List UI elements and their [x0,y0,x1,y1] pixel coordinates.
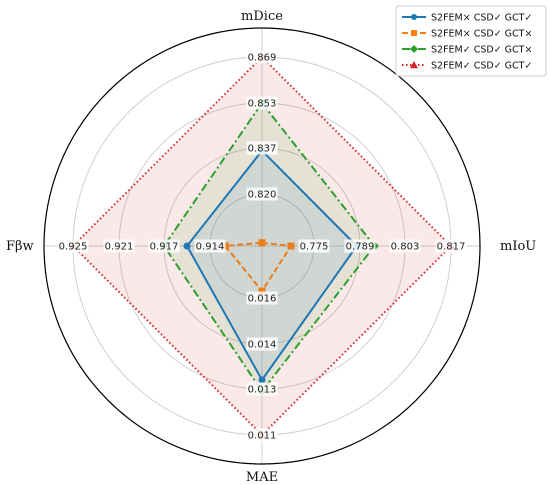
tick-label-mIoU-2: 0.789 [346,242,375,253]
tick-label-Fbw-3: 0.921 [105,242,134,253]
tick-label-bg [435,239,467,253]
tick-label-mDice-1: 0.820 [248,190,277,201]
axis-label-mIoU: mIoU [500,239,536,254]
outer-frame [43,27,481,465]
data-point-s1-Fbw [183,242,191,250]
tick-label-bg [246,141,278,155]
tick-label-bg [344,239,376,253]
tick-label-mIoU-4: 0.817 [437,242,466,253]
tick-label-bg [103,239,135,253]
data-point-s2-mDice [258,239,266,247]
legend-label-4: S2FEM✓ CSD✓ GCT✓ [431,61,532,72]
tick-label-mIoU-1: 0.775 [300,242,329,253]
legend-marker-1 [411,14,417,20]
legend-label-2: S2FEM× CSD✓ GCT× [431,29,532,40]
tick-label-MAE-4: 0.011 [248,431,277,442]
tick-label-mDice-2: 0.837 [248,144,277,155]
legend-label-3: S2FEM✓ CSD✓ GCT× [431,45,532,56]
tick-label-Fbw-4: 0.925 [59,242,88,253]
series-fill-1 [187,150,357,380]
tick-label-MAE-2: 0.014 [248,340,277,351]
tick-label-mDice-3: 0.853 [248,99,277,110]
legend-marker-4 [410,61,418,69]
axis-label-MAE: MAE [246,470,278,485]
legend: S2FEM× CSD✓ GCT✓ S2FEM× CSD✓ GCT× S2FEM✓ C… [395,5,547,77]
series-fill-3 [164,103,375,392]
series-layer [68,52,456,439]
tick-label-bg [246,382,278,396]
tick-label-bg [57,239,89,253]
data-point-s1-MAE [258,376,266,384]
tick-label-bg [246,291,278,305]
tick-label-Fbw-2: 0.917 [150,242,179,253]
tick-label-bg [246,337,278,351]
axis-labels: mDice mIoU MAE Fβw [6,9,536,485]
tick-label-bg [194,239,226,253]
axis-label-mDice: mDice [241,9,283,24]
tick-label-bg [246,187,278,201]
tick-label-bg [389,239,421,253]
axis-label-Fbw: Fβw [6,239,34,254]
tick-label-bg [246,96,278,110]
series-line-3 [163,102,376,393]
tick-label-bg [246,50,278,64]
legend-marker-2 [411,30,417,36]
tick-label-MAE-3: 0.013 [248,385,277,396]
tick-label-mIoU-3: 0.803 [391,242,420,253]
tick-label-MAE-1: 0.016 [248,294,277,305]
tick-label-bg [246,428,278,442]
tick-label-Fbw-1: 0.914 [196,242,225,253]
data-point-s2-mIoU [287,242,295,250]
legend-marker-3 [410,45,418,53]
tick-label-mDice-4: 0.869 [248,53,277,64]
tick-label-bg [148,239,180,253]
data-point-s2-MAE [258,287,266,295]
legend-label-1: S2FEM× CSD✓ GCT✓ [431,13,532,24]
tick-labels: 0.820 0.837 0.853 0.869 0.775 0.789 0.803 0.817… [57,50,467,442]
tick-label-bg [298,239,330,253]
legend-box [395,5,547,77]
